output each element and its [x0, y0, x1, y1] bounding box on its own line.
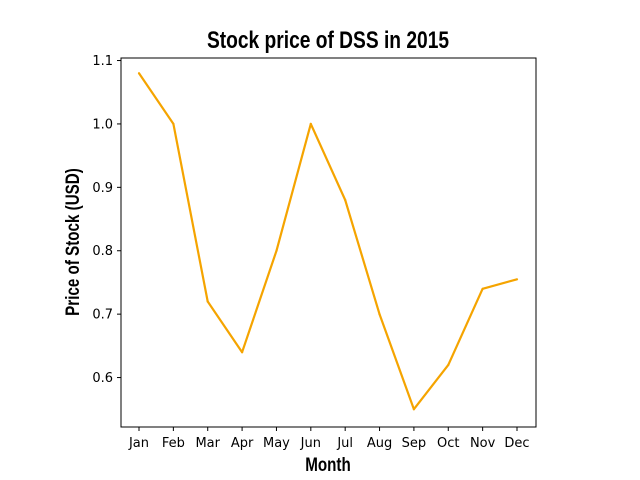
series-layer	[137, 72, 519, 411]
x-tick-label: Aug	[367, 436, 392, 451]
data-point	[275, 249, 278, 252]
data-point	[481, 287, 484, 290]
y-axis-title: Price of Stock (USD)	[61, 168, 83, 316]
chart-title: Stock price of DSS in 2015	[207, 26, 449, 54]
x-tick-label: Feb	[162, 436, 185, 451]
x-tick-label: Dec	[504, 436, 529, 451]
x-tick-label: May	[263, 436, 290, 451]
data-point	[515, 278, 519, 281]
x-tick-label: Oct	[437, 436, 459, 451]
x-tick-label: Jul	[336, 436, 353, 451]
y-tick-label: 1.1	[92, 54, 113, 69]
y-tick-label: 0.9	[92, 181, 113, 196]
plot-area	[120, 57, 537, 428]
data-point	[241, 351, 244, 354]
y-tick-label: 0.6	[92, 371, 113, 386]
data-point	[344, 198, 347, 202]
x-axis: Jan Feb Mar Apr May Jun Jul Aug Sep Oct Nov Dec	[128, 427, 530, 451]
x-tick-label: Nov	[470, 436, 496, 451]
x-tick-label: Jan	[128, 436, 149, 451]
data-point	[447, 363, 450, 366]
x-tick-label: Jun	[300, 436, 321, 451]
data-point	[412, 408, 415, 411]
data-point	[309, 122, 312, 125]
data-point	[172, 122, 175, 125]
x-tick-label: Sep	[402, 436, 427, 451]
data-point	[378, 313, 381, 316]
data-point	[137, 72, 141, 75]
data-point	[206, 300, 209, 303]
y-axis: 0.6 0.7 0.8 0.9 1.0 1.1	[92, 54, 121, 386]
x-tick-label: Apr	[231, 436, 254, 451]
y-tick-label: 1.0	[92, 117, 113, 132]
series-line-0	[138, 72, 518, 411]
y-tick-label: 0.7	[92, 308, 113, 323]
y-tick-label: 0.8	[92, 244, 113, 259]
x-tick-label: Mar	[195, 436, 220, 451]
x-axis-title: Month	[305, 453, 351, 475]
